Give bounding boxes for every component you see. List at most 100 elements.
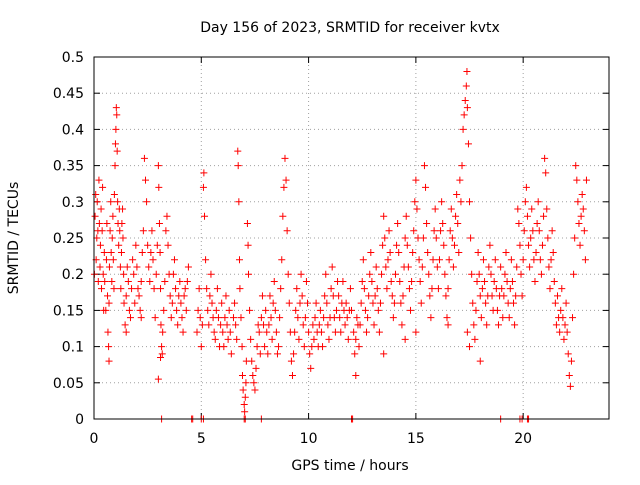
y-tick-label: 0.05 bbox=[53, 376, 84, 392]
data-point bbox=[435, 256, 443, 264]
data-point bbox=[517, 270, 525, 278]
data-point bbox=[481, 277, 489, 285]
tick-labels: 0 0.05 0.1 0.15 0.2 0.25 0.3 0.35 0.4 0.45 0.5 0 5 10… bbox=[53, 50, 532, 447]
data-point bbox=[108, 277, 116, 285]
data-point bbox=[306, 350, 314, 358]
data-point bbox=[226, 328, 234, 336]
data-point bbox=[396, 277, 404, 285]
data-point bbox=[182, 306, 190, 314]
data-point bbox=[271, 306, 279, 314]
data-point bbox=[197, 343, 205, 351]
data-point bbox=[398, 321, 406, 329]
data-point bbox=[416, 277, 424, 285]
data-point bbox=[105, 263, 113, 271]
data-point bbox=[552, 321, 560, 329]
data-point bbox=[258, 292, 266, 300]
data-point bbox=[129, 256, 137, 264]
data-point bbox=[579, 205, 587, 213]
data-point bbox=[211, 335, 219, 343]
data-point bbox=[281, 154, 289, 162]
data-point bbox=[265, 321, 273, 329]
data-point bbox=[193, 328, 201, 336]
data-point bbox=[447, 205, 455, 213]
y-tick-label: 0.4 bbox=[62, 122, 84, 138]
x-tick-label: 0 bbox=[90, 431, 99, 447]
data-point bbox=[554, 292, 561, 300]
data-point bbox=[474, 248, 482, 256]
data-point bbox=[357, 299, 365, 307]
data-point bbox=[154, 162, 162, 170]
data-point bbox=[346, 285, 354, 293]
data-point bbox=[439, 220, 447, 228]
data-point bbox=[569, 314, 577, 322]
data-point bbox=[167, 314, 175, 322]
data-point bbox=[132, 241, 140, 249]
data-point bbox=[546, 285, 554, 293]
data-point bbox=[168, 299, 176, 307]
data-point bbox=[238, 343, 246, 351]
data-point bbox=[277, 285, 285, 293]
data-point bbox=[327, 285, 335, 293]
data-point bbox=[520, 227, 528, 235]
data-point bbox=[177, 299, 185, 307]
data-point bbox=[131, 299, 139, 307]
data-point bbox=[247, 335, 255, 343]
data-point bbox=[155, 183, 163, 191]
data-point bbox=[342, 299, 350, 307]
data-point bbox=[134, 285, 142, 293]
data-point bbox=[365, 292, 373, 300]
data-point bbox=[397, 299, 405, 307]
data-point bbox=[540, 212, 548, 220]
data-point bbox=[401, 335, 409, 343]
data-point bbox=[415, 256, 423, 264]
data-point bbox=[122, 292, 130, 300]
data-point bbox=[158, 350, 166, 358]
data-point bbox=[508, 277, 516, 285]
data-point bbox=[453, 191, 461, 199]
data-point bbox=[532, 248, 540, 256]
data-point bbox=[395, 248, 403, 256]
data-point bbox=[522, 183, 530, 191]
data-point bbox=[535, 227, 543, 235]
data-point bbox=[420, 162, 428, 170]
data-point bbox=[366, 270, 374, 278]
data-point bbox=[332, 306, 340, 314]
data-point bbox=[467, 234, 475, 242]
data-point bbox=[570, 270, 578, 278]
data-point bbox=[515, 220, 523, 228]
data-point bbox=[181, 285, 189, 293]
data-point bbox=[490, 277, 498, 285]
data-point bbox=[119, 205, 127, 213]
data-point bbox=[360, 285, 368, 293]
data-point bbox=[169, 270, 177, 278]
data-point bbox=[519, 256, 527, 264]
data-point bbox=[113, 147, 121, 155]
data-point bbox=[243, 220, 251, 228]
data-point bbox=[525, 241, 533, 249]
data-point bbox=[403, 241, 411, 249]
data-point bbox=[413, 205, 421, 213]
data-point bbox=[351, 350, 359, 358]
data-point bbox=[246, 306, 254, 314]
data-point bbox=[394, 220, 402, 228]
data-point bbox=[151, 314, 159, 322]
data-point bbox=[280, 183, 288, 191]
data-point bbox=[101, 277, 109, 285]
data-point bbox=[305, 328, 313, 336]
data-point bbox=[238, 372, 246, 380]
data-point bbox=[445, 256, 453, 264]
data-point bbox=[438, 198, 446, 206]
data-point bbox=[97, 205, 105, 213]
data-point bbox=[426, 292, 434, 300]
data-point bbox=[449, 263, 457, 271]
data-point bbox=[471, 335, 479, 343]
data-point bbox=[448, 234, 456, 242]
data-point bbox=[110, 191, 118, 199]
x-tick-label: 20 bbox=[514, 431, 532, 447]
data-point bbox=[361, 306, 369, 314]
data-point bbox=[105, 357, 113, 365]
y-tick-label: 0.15 bbox=[53, 303, 84, 319]
data-point bbox=[472, 306, 480, 314]
x-tick-label: 10 bbox=[300, 431, 318, 447]
data-point bbox=[166, 292, 174, 300]
